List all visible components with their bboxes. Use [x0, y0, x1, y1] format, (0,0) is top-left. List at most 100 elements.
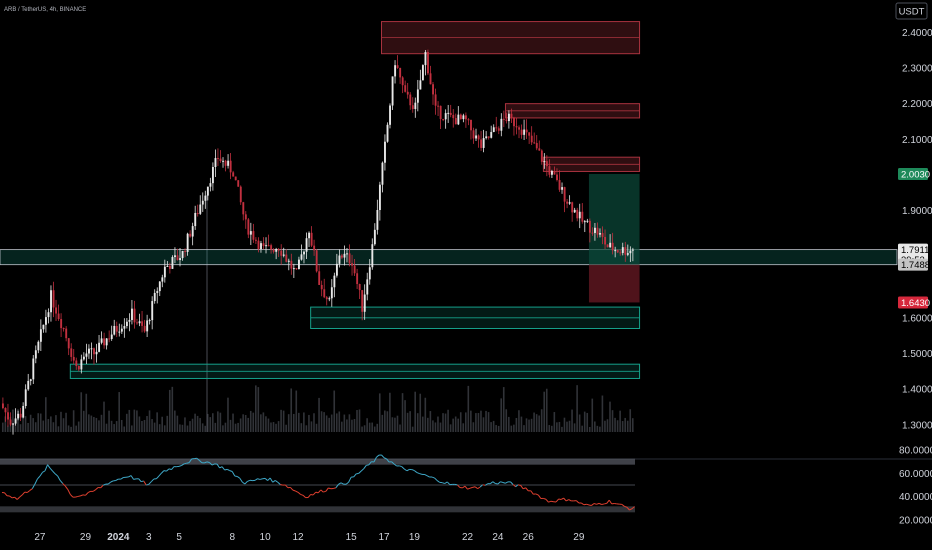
candle[interactable]: [472, 127, 475, 144]
candle[interactable]: [346, 247, 348, 263]
candle[interactable]: [561, 182, 564, 194]
candle[interactable]: [131, 300, 133, 325]
candle[interactable]: [186, 232, 189, 256]
candle[interactable]: [303, 250, 305, 264]
candles-layer[interactable]: [2, 49, 634, 435]
candle[interactable]: [624, 241, 627, 262]
candle[interactable]: [449, 104, 452, 118]
candle[interactable]: [280, 244, 283, 265]
candle[interactable]: [363, 284, 366, 320]
candle[interactable]: [553, 166, 556, 175]
candle[interactable]: [518, 125, 521, 139]
candle[interactable]: [7, 403, 9, 427]
candle[interactable]: [606, 244, 609, 248]
candle[interactable]: [343, 245, 346, 266]
candle[interactable]: [358, 283, 361, 300]
candle[interactable]: [229, 152, 232, 180]
candle[interactable]: [24, 384, 27, 409]
candle[interactable]: [55, 299, 58, 322]
candle[interactable]: [386, 122, 389, 143]
candle[interactable]: [495, 116, 498, 132]
candle[interactable]: [300, 244, 303, 261]
candle[interactable]: [444, 109, 447, 129]
candle[interactable]: [118, 323, 121, 337]
candle[interactable]: [262, 237, 265, 250]
candle[interactable]: [599, 228, 601, 238]
candle[interactable]: [14, 408, 17, 426]
candle[interactable]: [113, 319, 116, 336]
candle[interactable]: [93, 347, 95, 365]
candle[interactable]: [538, 140, 541, 151]
candle[interactable]: [50, 285, 52, 322]
candle[interactable]: [19, 407, 22, 422]
candle[interactable]: [335, 253, 338, 278]
currency-button[interactable]: USDT: [895, 2, 928, 20]
candle[interactable]: [568, 195, 571, 205]
candle[interactable]: [247, 217, 250, 239]
candle[interactable]: [34, 345, 37, 364]
candle[interactable]: [47, 308, 50, 324]
candle[interactable]: [110, 325, 113, 341]
candle[interactable]: [596, 222, 599, 238]
candle[interactable]: [95, 343, 98, 363]
candle[interactable]: [255, 237, 257, 245]
candle[interactable]: [500, 113, 503, 137]
candle[interactable]: [206, 186, 209, 201]
candle[interactable]: [492, 124, 495, 133]
candle[interactable]: [611, 232, 614, 255]
candle[interactable]: [328, 296, 331, 302]
candle[interactable]: [75, 357, 78, 370]
candle[interactable]: [27, 373, 30, 391]
candle[interactable]: [90, 342, 93, 360]
candle[interactable]: [204, 190, 207, 209]
candle[interactable]: [490, 125, 493, 139]
candle[interactable]: [156, 287, 159, 304]
candle[interactable]: [629, 246, 632, 262]
candle[interactable]: [515, 117, 518, 135]
candle[interactable]: [414, 97, 417, 118]
candle[interactable]: [166, 261, 169, 267]
candle[interactable]: [108, 330, 111, 343]
candle[interactable]: [72, 349, 75, 365]
candle[interactable]: [325, 296, 328, 306]
candle[interactable]: [2, 397, 4, 410]
candle[interactable]: [502, 110, 505, 128]
candle[interactable]: [287, 258, 290, 271]
candle[interactable]: [543, 153, 546, 169]
candle[interactable]: [80, 354, 83, 374]
candle[interactable]: [333, 272, 336, 298]
candle[interactable]: [338, 249, 341, 268]
candle[interactable]: [270, 243, 273, 254]
candle[interactable]: [442, 118, 445, 122]
candle[interactable]: [482, 129, 485, 153]
candle[interactable]: [381, 161, 384, 193]
candle[interactable]: [224, 159, 227, 172]
candle[interactable]: [123, 318, 126, 338]
candle[interactable]: [573, 207, 576, 213]
candle[interactable]: [37, 340, 40, 354]
candle[interactable]: [535, 135, 538, 151]
candle[interactable]: [421, 64, 424, 81]
candle[interactable]: [232, 170, 235, 177]
candle[interactable]: [105, 338, 108, 350]
candle[interactable]: [371, 238, 374, 270]
candle[interactable]: [419, 69, 422, 90]
candle[interactable]: [136, 318, 138, 325]
candle[interactable]: [399, 67, 402, 84]
candle[interactable]: [249, 222, 252, 245]
candle[interactable]: [353, 259, 356, 276]
candle[interactable]: [141, 311, 144, 333]
candle[interactable]: [217, 148, 219, 167]
candle[interactable]: [583, 219, 586, 233]
candle[interactable]: [189, 230, 192, 238]
candle[interactable]: [394, 60, 397, 84]
candle[interactable]: [65, 326, 68, 342]
candle[interactable]: [323, 278, 326, 299]
candle[interactable]: [194, 205, 197, 230]
candle[interactable]: [601, 226, 604, 245]
candle[interactable]: [525, 119, 528, 139]
candle[interactable]: [378, 181, 381, 221]
candle[interactable]: [42, 324, 45, 333]
candle[interactable]: [480, 130, 483, 151]
candle[interactable]: [181, 250, 184, 261]
